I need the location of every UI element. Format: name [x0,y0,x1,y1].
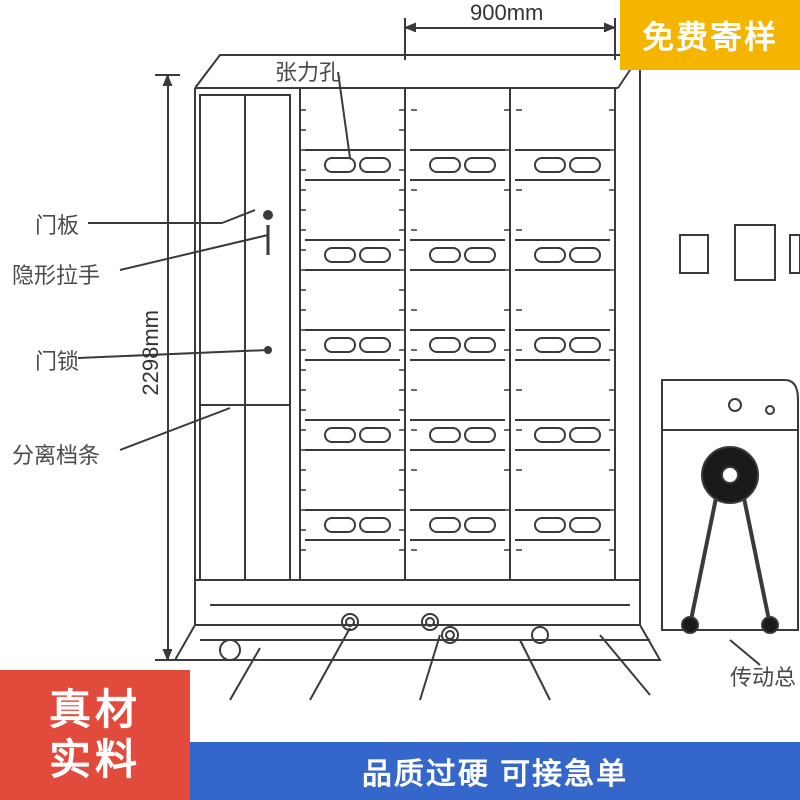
banner-genuine: 真材 实料 [0,670,190,800]
banner-free-sample: 免费寄样 [620,0,800,70]
label-door-lock: 门锁 [35,344,79,376]
banner-genuine-line1: 真材 [49,685,141,735]
label-separation-bar: 分离档条 [12,438,100,470]
dim-height: 2298mm [138,310,164,396]
label-hidden-handle: 隐形拉手 [12,258,100,290]
banner-genuine-line2: 实料 [49,735,141,785]
label-tension-hole: 张力孔 [275,55,341,87]
banner-quality: 品质过硬 可接急单 [190,742,800,800]
label-door-panel: 门板 [35,208,79,240]
label-drive-assembly: 传动总 [730,660,796,692]
dim-width: 900mm [470,0,543,26]
